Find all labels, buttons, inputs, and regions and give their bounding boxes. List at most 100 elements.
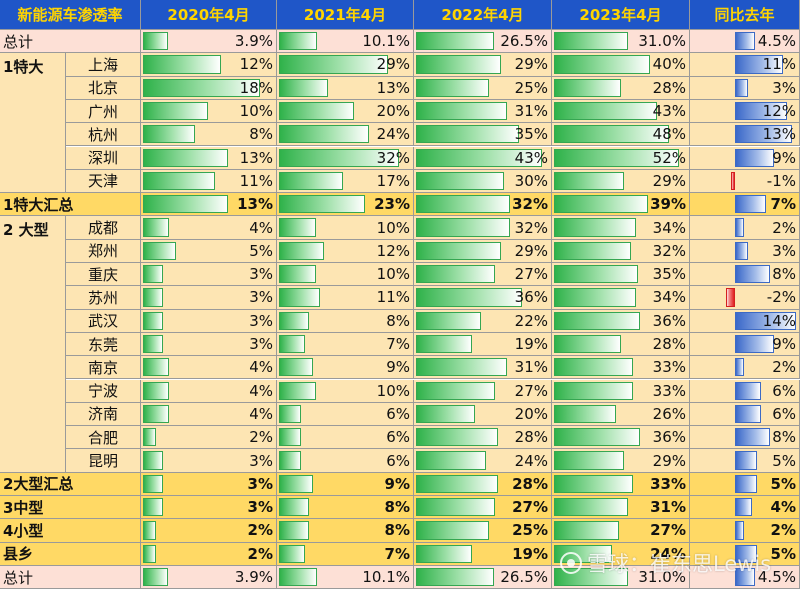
city-label: 苏州	[66, 286, 141, 310]
city-label: 广州	[66, 99, 141, 124]
data-bar	[143, 428, 156, 447]
value-cell: 3%	[141, 263, 277, 287]
value-text: 28%	[652, 335, 686, 354]
value-cell: 3%	[141, 472, 277, 496]
city-label: 武汉	[66, 309, 141, 333]
data-bar	[554, 311, 641, 330]
value-cell: 24%	[277, 123, 414, 147]
data-bar	[554, 334, 622, 354]
data-bar	[416, 32, 494, 51]
data-bar	[279, 428, 302, 447]
data-bar	[554, 171, 624, 191]
value-text: 4%	[770, 498, 796, 517]
data-bar	[416, 195, 510, 214]
value-cell: 18%	[141, 76, 277, 100]
value-text: 27%	[650, 521, 686, 540]
value-text: 3%	[249, 335, 273, 354]
city-label-text: 天津	[87, 172, 118, 191]
data-bar	[554, 101, 658, 121]
city-label: 北京	[66, 76, 141, 100]
value-text: 7%	[386, 335, 410, 354]
value-text: 11%	[762, 55, 796, 74]
value-cell: 52%	[552, 146, 690, 170]
city-label-text: 济南	[87, 405, 118, 424]
yoy-bar	[735, 218, 744, 237]
value-text: 4%	[249, 358, 273, 377]
data-bar	[416, 451, 487, 470]
yoy-negative-bar	[730, 171, 735, 191]
value-text: 8%	[384, 498, 410, 517]
value-text: 3%	[772, 241, 796, 260]
value-cell: 6%	[277, 402, 414, 427]
value-cell: 35%	[552, 263, 690, 287]
value-cell: 8%	[277, 519, 414, 543]
value-cell: 20%	[414, 402, 552, 427]
value-text: 10.1%	[362, 32, 410, 51]
value-cell: 8%	[690, 263, 800, 287]
value-text: 4%	[249, 218, 273, 237]
city-label-text: 杭州	[87, 125, 118, 144]
value-cell: 43%	[414, 146, 552, 170]
value-cell: 31%	[414, 356, 552, 380]
value-text: 3%	[249, 288, 273, 307]
value-cell: 36%	[414, 286, 552, 310]
value-cell: 39%	[552, 193, 690, 217]
data-bar	[143, 311, 163, 330]
value-cell: 8%	[277, 496, 414, 520]
value-cell: 3.9%	[141, 30, 277, 54]
column-header-4: 同比去年	[690, 0, 800, 30]
city-label-text: 苏州	[87, 288, 118, 307]
value-text: 10%	[239, 102, 273, 121]
city-label: 南京	[66, 356, 141, 380]
city-label-text: 重庆	[87, 265, 118, 284]
value-text: 14%	[762, 311, 796, 330]
data-bar	[416, 218, 510, 237]
value-cell: 3%	[141, 332, 277, 357]
value-text: 13%	[237, 195, 273, 214]
value-cell: 3%	[141, 496, 277, 520]
yoy-bar	[735, 381, 762, 400]
table-title-text: 新能源车渗透率	[17, 6, 123, 24]
value-cell: 4%	[690, 496, 800, 520]
value-cell: 25%	[414, 76, 552, 100]
row-label-text: 总计	[3, 568, 34, 587]
value-text: 2%	[247, 521, 273, 540]
data-bar	[416, 125, 519, 144]
yoy-bar	[735, 241, 749, 260]
yoy-bar	[735, 265, 770, 284]
subtotal-label: 1特大汇总	[0, 193, 141, 217]
value-cell: 27%	[414, 496, 552, 520]
value-cell: 11%	[690, 53, 800, 77]
value-text: 8%	[384, 521, 410, 540]
value-text: 3%	[247, 498, 273, 517]
column-header-text: 2020年4月	[167, 6, 250, 24]
value-cell: 19%	[414, 332, 552, 357]
yoy-bar	[735, 451, 757, 470]
data-bar	[143, 381, 169, 400]
value-text: 32%	[512, 195, 548, 214]
value-cell: 7%	[690, 193, 800, 217]
value-text: 3%	[772, 78, 796, 97]
value-cell: 2%	[141, 542, 277, 566]
data-bar	[143, 334, 163, 354]
city-label: 东莞	[66, 332, 141, 357]
value-cell: 4%	[141, 379, 277, 403]
value-cell: 31%	[552, 496, 690, 520]
value-text: 5%	[772, 451, 796, 470]
yoy-bar	[735, 498, 753, 517]
data-bar	[279, 101, 354, 121]
data-bar	[143, 148, 228, 167]
data-bar	[279, 521, 309, 540]
data-bar	[554, 428, 641, 447]
value-cell: 4%	[141, 216, 277, 240]
value-text: 17%	[376, 171, 410, 190]
data-bar	[416, 288, 522, 307]
data-bar	[554, 358, 634, 377]
city-label-text: 广州	[87, 102, 118, 121]
value-text: 43%	[652, 102, 686, 121]
value-cell: 11%	[277, 286, 414, 310]
value-text: 12%	[762, 102, 796, 121]
value-cell: 34%	[552, 216, 690, 240]
value-cell: 43%	[552, 99, 690, 124]
value-cell: 2%	[141, 519, 277, 543]
